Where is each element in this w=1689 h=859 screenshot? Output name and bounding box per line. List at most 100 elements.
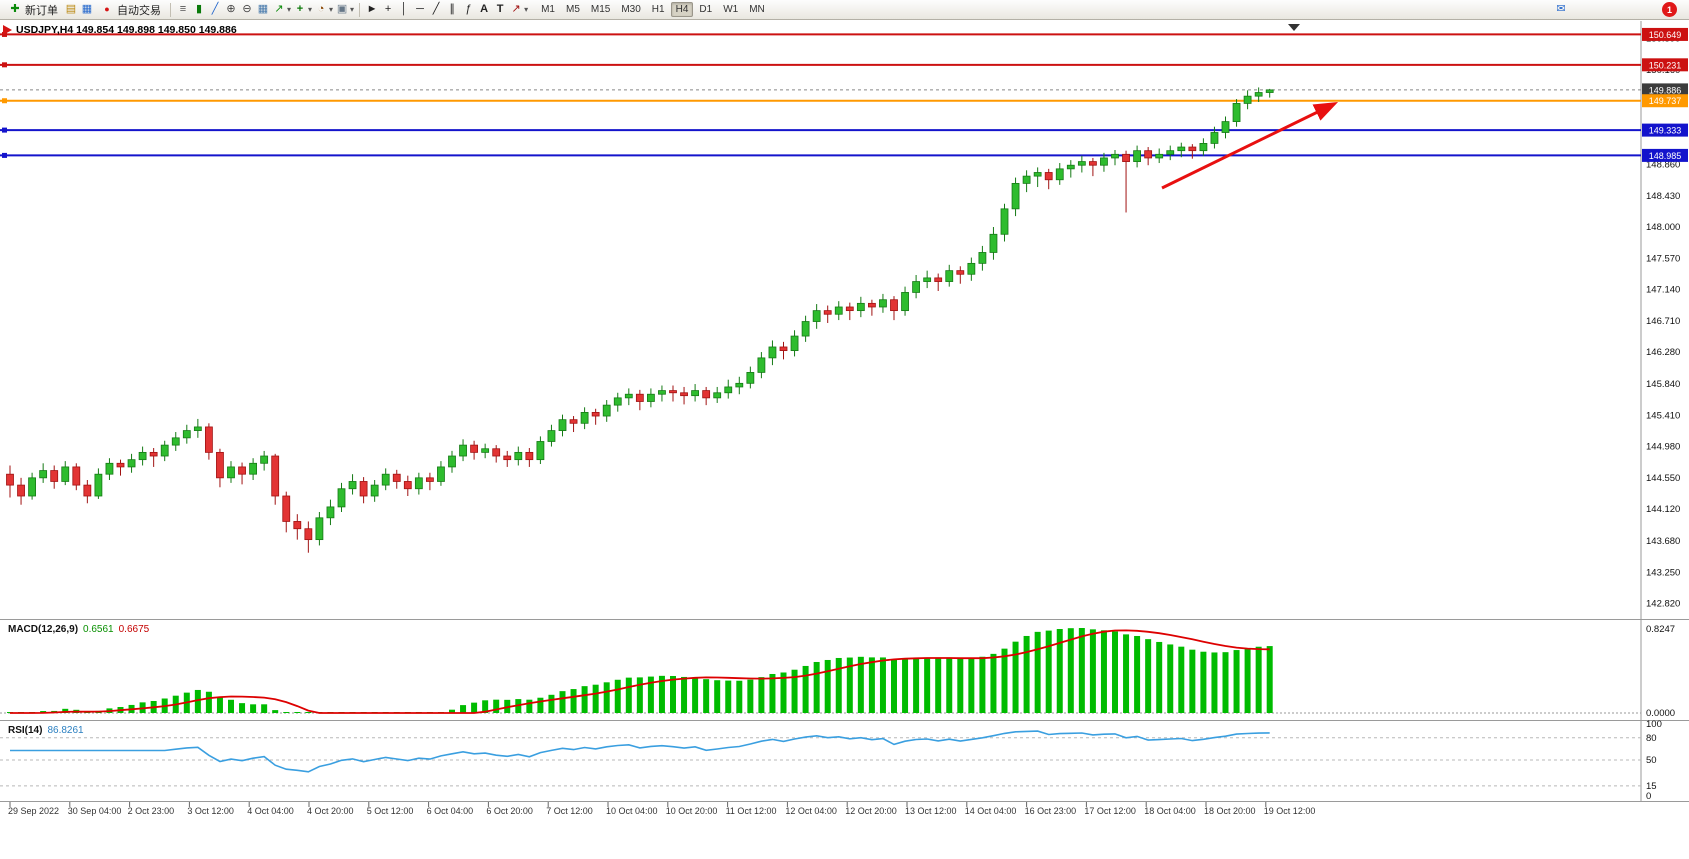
vertical-line-tool-button[interactable]: │	[400, 3, 408, 15]
candle	[613, 397, 622, 406]
cursor-tool-button[interactable]: ►	[366, 3, 378, 15]
macd-bar	[614, 679, 621, 713]
macd-indicator-label: MACD(12,26,9) 0.6561 0.6675	[8, 624, 149, 635]
candlestick-chart-button[interactable]: ▮	[195, 3, 203, 15]
price-axis-label: 143.250	[1646, 567, 1680, 578]
macd-bar	[1244, 648, 1251, 713]
rsi-line	[10, 730, 1270, 773]
price-axis-label: 148.000	[1646, 222, 1680, 233]
time-axis-label: 2 Oct 23:00	[128, 806, 175, 816]
candle	[1100, 157, 1108, 166]
tab-w1[interactable]: W1	[723, 4, 739, 15]
macd-bar	[1156, 641, 1163, 713]
candle	[702, 390, 711, 399]
macd-bar	[1034, 631, 1041, 713]
indicators-button[interactable]: ↗	[274, 3, 284, 15]
price-axis-label: 144.120	[1646, 504, 1680, 515]
line-handle[interactable]	[2, 62, 7, 68]
macd-bar	[791, 669, 798, 713]
candle	[304, 528, 313, 541]
time-axis-label: 12 Oct 04:00	[785, 806, 837, 816]
period-clock-button[interactable]: ◔	[317, 3, 325, 15]
price-badge-value: 149.737	[1649, 96, 1682, 106]
tab-m1[interactable]: M1	[541, 4, 555, 15]
macd-bar	[747, 679, 754, 713]
candle	[580, 411, 589, 424]
arrows-dropdown-icon[interactable]: ▾	[524, 5, 529, 14]
price-badge-value: 148.985	[1649, 151, 1682, 161]
macd-bar	[758, 677, 765, 713]
rsi-axis-label: 80	[1646, 733, 1657, 744]
zoom-in-button[interactable]: ⊕	[226, 3, 236, 15]
candle	[901, 292, 909, 312]
macd-bar	[194, 689, 201, 713]
price-axis[interactable]: 150.590150.160148.860148.430148.000147.5…	[1646, 34, 1680, 610]
bar-chart-button[interactable]: ≡	[179, 3, 187, 15]
tab-m5[interactable]: M5	[565, 4, 580, 15]
mail-icon[interactable]: ✉	[1556, 3, 1566, 15]
candle	[414, 477, 423, 490]
mobile-app-icon[interactable]: ▦	[81, 3, 93, 15]
autotrading-label: 自动交易	[117, 4, 161, 17]
tab-d1[interactable]: D1	[699, 4, 713, 15]
tab-m15[interactable]: M15	[590, 4, 611, 15]
channel-tool-button[interactable]: ∥	[449, 3, 455, 15]
line-handle[interactable]	[2, 152, 7, 158]
line-handle[interactable]	[2, 98, 7, 104]
candle	[149, 451, 158, 457]
candle	[879, 299, 887, 308]
tab-h1[interactable]: H1	[651, 4, 665, 15]
new-order-button[interactable]: ✚ 新订单	[4, 1, 62, 19]
text-tool-button[interactable]: A	[480, 3, 489, 15]
candle	[680, 392, 688, 397]
period-dropdown-icon[interactable]: ▾	[329, 5, 334, 14]
rsi-value: 86.8261	[47, 725, 84, 736]
time-axis[interactable]: 29 Sep 2022 30 Sep 04:00 2 Oct 23:00 3 Oct …	[8, 802, 1315, 816]
market-depth-icon[interactable]: ▤	[65, 3, 77, 15]
macd-bar	[482, 700, 489, 713]
candle	[28, 477, 37, 497]
macd-bar	[493, 699, 500, 713]
time-axis-label: 4 Oct 20:00	[307, 806, 354, 816]
indicators-dropdown-icon[interactable]: ▾	[287, 5, 292, 14]
macd-bar	[526, 699, 533, 713]
new-chart-button[interactable]: +	[296, 3, 304, 15]
candle	[238, 466, 246, 475]
arrows-tool-button[interactable]: ↗	[511, 3, 521, 15]
line-chart-button[interactable]: ╱	[211, 3, 219, 15]
template-dropdown-icon[interactable]: ▾	[350, 5, 355, 14]
shift-marker-icon[interactable]	[1288, 24, 1300, 31]
notification-badge[interactable]: 1	[1662, 2, 1677, 17]
candle	[1122, 153, 1130, 162]
tab-mn[interactable]: MN	[749, 4, 765, 15]
macd-bar	[968, 657, 975, 713]
candle	[1155, 153, 1164, 159]
zoom-out-button[interactable]: ⊖	[242, 3, 252, 15]
tab-h4[interactable]: H4	[670, 2, 694, 17]
candle	[1210, 132, 1219, 144]
autotrading-button[interactable]: ● 自动交易	[96, 1, 165, 19]
new-chart-dropdown-icon[interactable]: ▾	[308, 5, 313, 14]
candle	[6, 473, 14, 486]
horizontal-line-tool-button[interactable]: ─	[416, 3, 424, 15]
candle	[1089, 161, 1097, 166]
candle	[39, 470, 48, 479]
line-handle[interactable]	[2, 127, 7, 133]
candle	[768, 346, 777, 359]
label-tool-button[interactable]: T	[496, 3, 504, 15]
fibonacci-tool-button[interactable]: ƒ	[465, 3, 472, 15]
candle	[856, 302, 865, 312]
candle	[227, 466, 235, 479]
trend-arrow-annotation[interactable]	[1161, 102, 1339, 190]
crosshair-tool-button[interactable]: +	[384, 3, 392, 15]
trendline-tool-button[interactable]: ╱	[432, 3, 440, 15]
tab-m30[interactable]: M30	[621, 4, 641, 15]
macd-bar	[725, 680, 732, 713]
candle	[823, 310, 832, 315]
new-order-icon: ✚	[10, 3, 20, 15]
candle	[1044, 172, 1053, 181]
tile-windows-button[interactable]: ▦	[257, 3, 269, 15]
template-button[interactable]: ▣	[336, 3, 348, 15]
